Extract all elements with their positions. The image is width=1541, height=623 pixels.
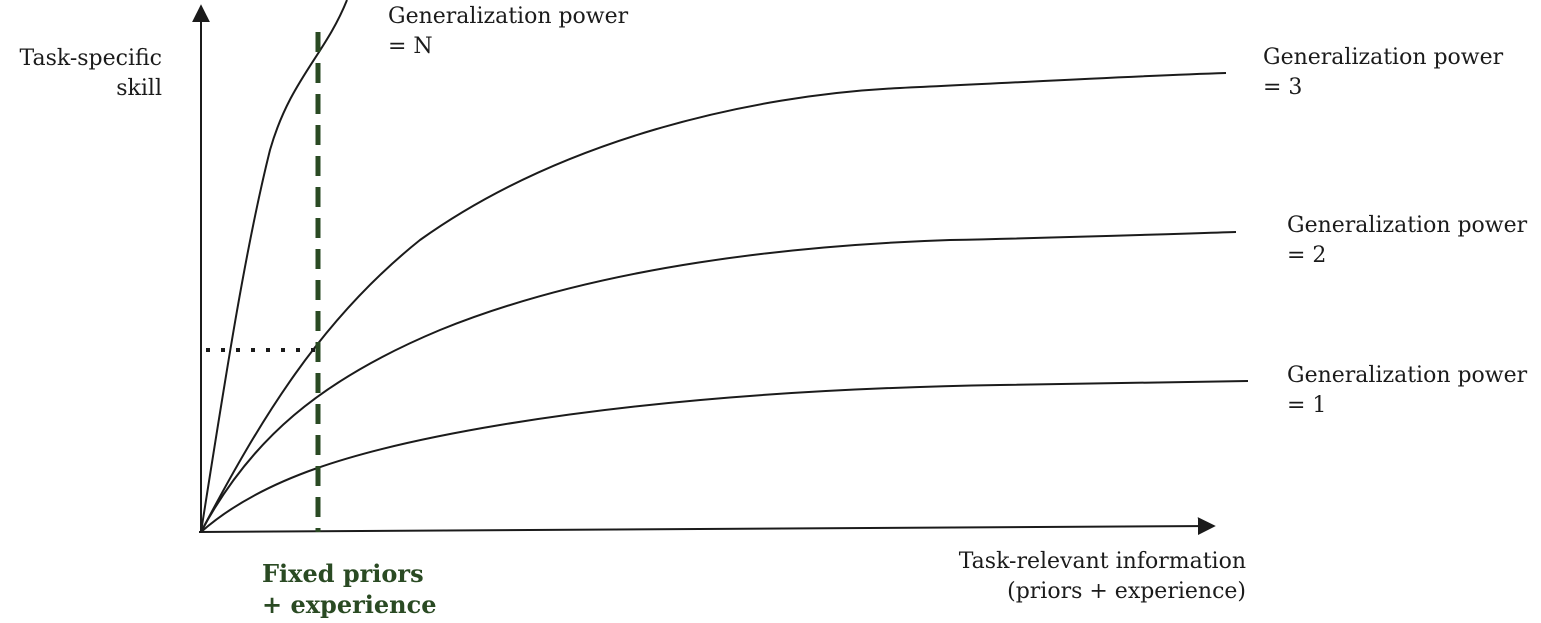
curve-generalization-3 [200, 72, 1227, 533]
fixed-priors-label: Fixed priors + experience [262, 558, 436, 620]
x-axis-title-line2: (priors + experience) [1007, 579, 1246, 604]
y-axis-title-line2: skill [116, 76, 162, 101]
curve-label-2-line2: = 2 [1287, 243, 1327, 268]
curve-label-3: Generalization power = 3 [1263, 43, 1503, 103]
curve-generalization-2 [200, 231, 1237, 533]
curve-label-1: Generalization power = 1 [1287, 361, 1527, 421]
fixed-priors-label-line1: Fixed priors [262, 559, 424, 588]
curve-label-2: Generalization power = 2 [1287, 211, 1527, 271]
curve-label-3-line2: = 3 [1263, 75, 1303, 100]
x-axis-title: Task-relevant information (priors + expe… [959, 547, 1246, 607]
curve-label-2-line1: Generalization power [1287, 213, 1528, 238]
curve-label-n: Generalization power = N [388, 2, 628, 62]
x-axis [198, 517, 1216, 536]
y-axis-title-line1: Task-specific [19, 46, 163, 71]
curve-generalization-n [200, 0, 348, 533]
y-axis-title: Task-specific skill [20, 44, 163, 104]
curve-generalization-1 [200, 380, 1249, 533]
curve-label-n-line2: = N [388, 34, 433, 59]
curve-label-n-line1: Generalization power [388, 4, 629, 29]
curve-label-1-line1: Generalization power [1287, 363, 1528, 388]
x-axis-title-line1: Task-relevant information [958, 549, 1246, 574]
curve-label-1-line2: = 1 [1287, 393, 1327, 418]
curve-label-3-line1: Generalization power [1263, 45, 1504, 70]
fixed-priors-label-line2: + experience [262, 590, 437, 619]
